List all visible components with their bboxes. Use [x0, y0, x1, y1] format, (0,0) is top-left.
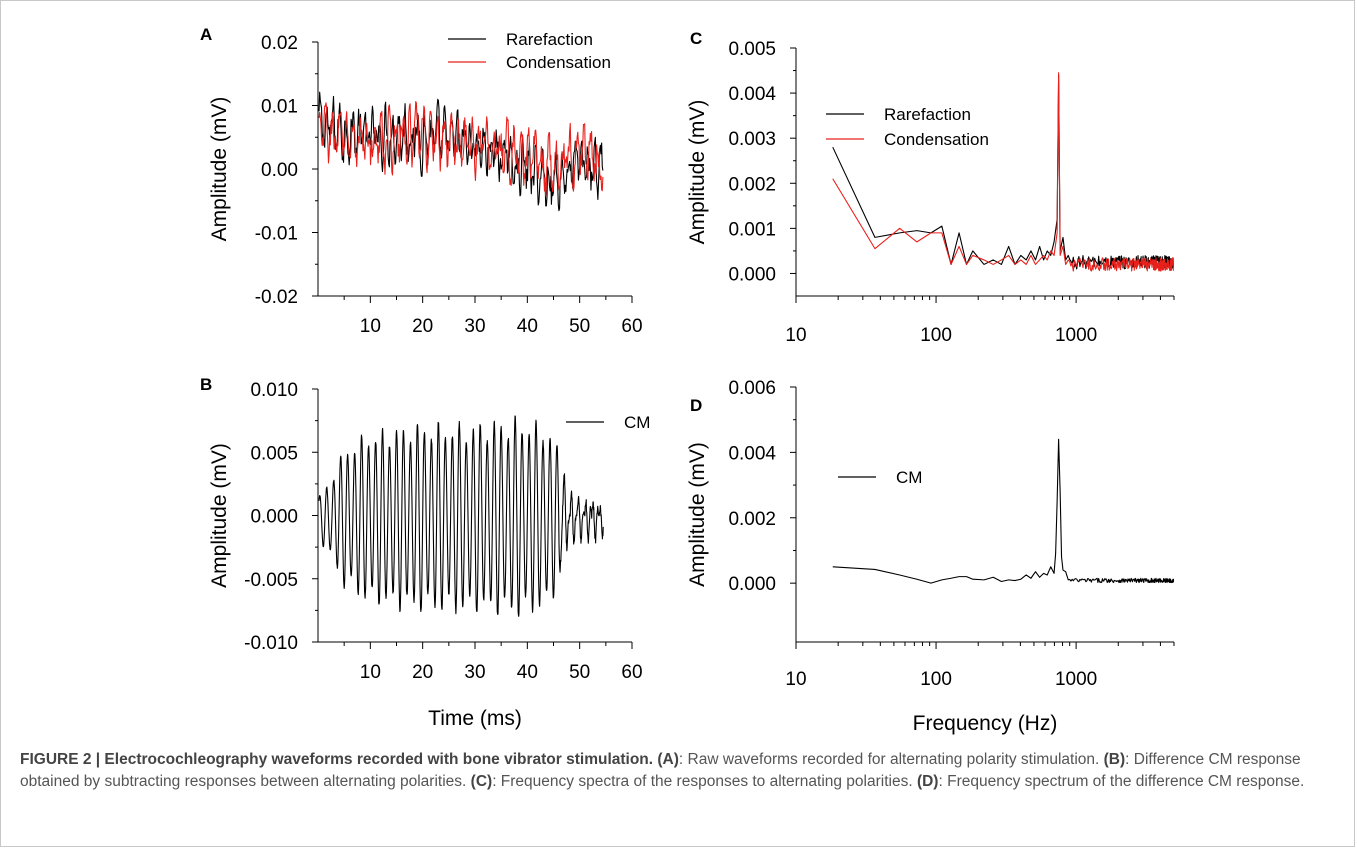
figure-caption: FIGURE 2 | Electrocochleography waveform…	[20, 749, 1340, 793]
panel-a-chart: A -0.02 -0.01 0.00 0.01 0.02 10 20 30 40 50 60 Ampli…	[200, 25, 643, 337]
y-tick-label: 0.002	[728, 174, 776, 195]
panel-label-b: B	[200, 375, 212, 394]
legend-label-cm: CM	[896, 468, 922, 487]
y-tick-label: 0.000	[250, 507, 298, 528]
x-tick-label: 10	[360, 662, 381, 683]
y-axis-label: Amplitude (mV)	[686, 100, 709, 245]
x-tick-label: 50	[569, 316, 590, 337]
y-tick-label: 0.000	[728, 574, 776, 595]
y-axis-label: Amplitude (mV)	[208, 443, 231, 588]
x-tick-label: 40	[517, 662, 538, 683]
y-axis-label: Amplitude (mV)	[686, 442, 709, 587]
caption-text-a: : Raw waveforms recorded for alternating…	[678, 751, 1104, 768]
x-axis-label: Frequency (Hz)	[913, 712, 1058, 735]
x-tick-label: 30	[464, 662, 485, 683]
x-tick-label: 100	[920, 325, 952, 346]
legend-label-condensation: Condensation	[506, 53, 611, 72]
series-line-cm	[318, 415, 604, 617]
caption-text-c: : Frequency spectra of the responses to …	[492, 773, 917, 790]
y-tick-label: 0.000	[728, 264, 776, 285]
x-tick-label: 100	[920, 669, 952, 690]
y-tick-label: -0.010	[244, 633, 298, 654]
y-tick-label: 0.01	[261, 97, 298, 118]
y-tick-label: 0.003	[728, 129, 776, 150]
legend-label-rarefaction: Rarefaction	[884, 105, 971, 124]
x-tick-label: 60	[621, 662, 642, 683]
caption-label-d: (D)	[916, 773, 939, 790]
x-tick-label: 10	[785, 325, 806, 346]
panel-label-c: C	[690, 29, 702, 48]
panel-d-chart: D 0.000 0.002 0.004 0.006 10 100 1000 Amplitude …	[686, 378, 1175, 735]
y-tick-label: 0.005	[728, 39, 776, 60]
y-tick-label: 0.010	[250, 380, 298, 401]
y-tick-label: -0.01	[255, 224, 298, 245]
legend-label-cm: CM	[624, 413, 650, 432]
x-tick-label: 10	[360, 316, 381, 337]
x-axis-label: Time (ms)	[428, 707, 522, 730]
y-tick-label: 0.004	[728, 443, 776, 464]
y-tick-label: 0.00	[261, 160, 298, 181]
x-tick-label: 10	[785, 669, 806, 690]
y-tick-label: 0.02	[261, 33, 298, 54]
figure-canvas: A -0.02 -0.01 0.00 0.01 0.02 10 20 30 40 50 60 Ampli…	[200, 25, 1175, 735]
x-tick-label: 40	[517, 316, 538, 337]
series-line-cm	[832, 438, 1174, 584]
x-tick-label: 20	[412, 662, 433, 683]
series-line-condensation	[318, 100, 604, 197]
y-tick-label: 0.002	[728, 509, 776, 530]
caption-text-b: : Difference CM response obtained by sub…	[20, 751, 1301, 790]
series-line-condensation	[832, 72, 1174, 272]
legend-label-condensation: Condensation	[884, 130, 989, 149]
panel-label-d: D	[690, 396, 702, 415]
legend-label-rarefaction: Rarefaction	[506, 30, 593, 49]
x-tick-label: 1000	[1055, 669, 1097, 690]
x-tick-label: 1000	[1055, 325, 1097, 346]
caption-label-c: (C)	[470, 773, 493, 790]
y-tick-label: 0.005	[250, 443, 298, 464]
caption-label-b: (B)	[1103, 751, 1126, 768]
x-tick-label: 60	[621, 316, 642, 337]
y-axis-label: Amplitude (mV)	[208, 97, 231, 242]
panel-c-chart: C 0.000 0.001 0.002 0.003 0.004 0.005 10 100 1000…	[686, 29, 1175, 346]
caption-text-d: : Frequency spectrum of the difference C…	[938, 773, 1305, 790]
y-tick-label: -0.005	[244, 570, 298, 591]
caption-figure-label: FIGURE 2 | Electrocochleography waveform…	[20, 751, 654, 768]
panel-b-chart: B -0.010 -0.005 0.000 0.005 0.010 10 20 30 40 50 60…	[200, 375, 650, 730]
x-tick-label: 30	[464, 316, 485, 337]
caption-label-a: (A)	[657, 751, 679, 768]
y-tick-label: -0.02	[255, 287, 298, 308]
y-tick-label: 0.004	[728, 84, 776, 105]
y-tick-label: 0.006	[728, 378, 776, 399]
panel-label-a: A	[200, 25, 212, 44]
x-tick-label: 50	[569, 662, 590, 683]
y-tick-label: 0.001	[728, 219, 776, 240]
x-tick-label: 20	[412, 316, 433, 337]
